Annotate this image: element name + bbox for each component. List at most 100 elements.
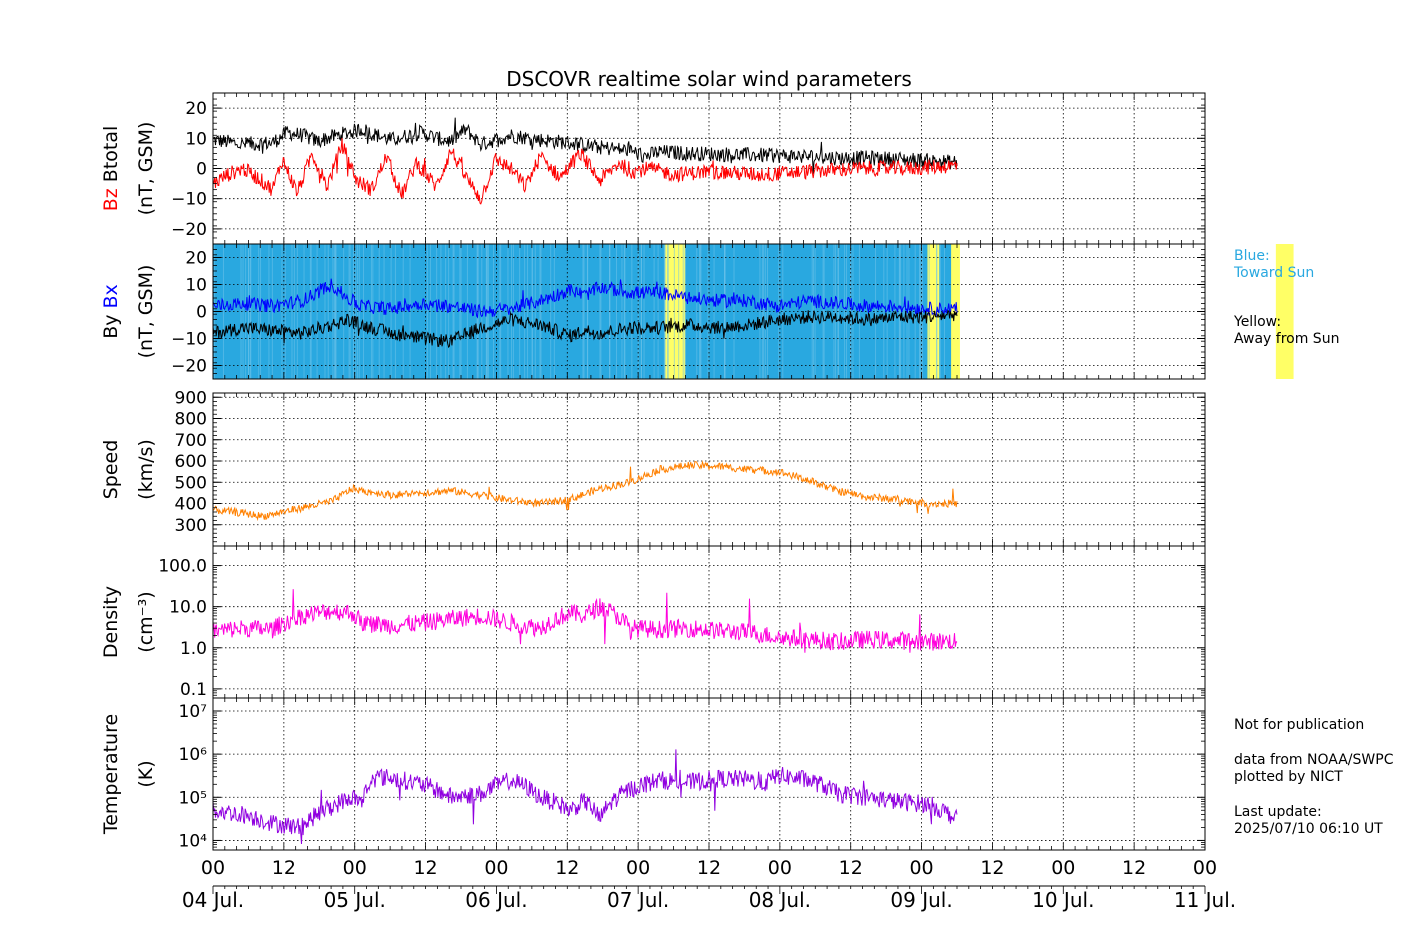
y-tick-label: 10⁴ xyxy=(179,831,208,851)
series-temperature-line xyxy=(213,749,958,845)
x-tick-label-hour: 00 xyxy=(1193,857,1217,879)
sector-stripe xyxy=(242,244,244,379)
series-btotal-line xyxy=(213,117,958,174)
x-day-label: 10 Jul. xyxy=(1032,888,1094,912)
sector-stripe xyxy=(631,244,633,379)
sector-stripe xyxy=(900,244,902,379)
y-tick-label: −20 xyxy=(171,220,207,240)
y-tick-label: 10 xyxy=(185,129,207,149)
x-tick-label-hour: 12 xyxy=(1122,857,1146,879)
x-tick-label-hour: 00 xyxy=(1051,857,1075,879)
series-speed-line xyxy=(213,460,958,522)
plotted-by-note: plotted by NICT xyxy=(1234,769,1343,785)
sector-stripe xyxy=(534,244,536,379)
y-tick-label: 10⁷ xyxy=(179,702,208,722)
y-axis-label: (km/s) xyxy=(135,439,157,500)
sector-stripe xyxy=(908,244,910,379)
not-for-publication-note: Not for publication xyxy=(1234,717,1365,733)
y-tick-label: 10.0 xyxy=(169,598,207,618)
y-axis-label: (nT, GSM) xyxy=(135,265,157,359)
y-tick-label: 10 xyxy=(185,276,207,296)
sector-stripe xyxy=(459,244,461,379)
sector-stripe xyxy=(519,244,521,379)
sector-stripe xyxy=(324,244,326,379)
x-day-label: 05 Jul. xyxy=(324,888,386,912)
x-tick-label-hour: 00 xyxy=(909,857,933,879)
sector-stripe xyxy=(782,244,784,379)
sector-stripe xyxy=(599,244,601,379)
x-tick-label-hour: 12 xyxy=(839,857,863,879)
y-tick-label: −20 xyxy=(171,357,207,377)
series-bx-line xyxy=(213,278,958,319)
sector-stripe xyxy=(600,244,602,379)
sector-stripe xyxy=(682,244,684,379)
y-tick-label: 0 xyxy=(196,303,207,323)
y-axis-label: Speed xyxy=(100,440,122,500)
y-axis-label: (cm⁻³) xyxy=(135,591,157,652)
sector-stripe xyxy=(898,244,900,379)
x-tick-label-hour: 12 xyxy=(697,857,721,879)
panel-4: 10⁴ 10⁵ 10⁶ 10⁷ Temperature (K) xyxy=(100,697,1206,851)
sector-stripe xyxy=(258,244,260,379)
sector-stripe xyxy=(440,244,442,379)
sector-stripe xyxy=(332,244,334,379)
sector-stripe xyxy=(334,244,336,379)
sector-stripe xyxy=(334,244,336,379)
sector-stripe xyxy=(260,244,262,379)
x-day-label: 07 Jul. xyxy=(607,888,669,912)
sector-stripe xyxy=(886,244,888,379)
x-tick-label-hour: 00 xyxy=(768,857,792,879)
y-tick-label: 500 xyxy=(175,473,207,493)
x-tick-label-hour: 12 xyxy=(555,857,579,879)
x-day-label: 08 Jul. xyxy=(749,888,811,912)
y-tick-label: −10 xyxy=(171,190,207,210)
sector-stripe xyxy=(623,244,625,379)
sector-stripe xyxy=(540,244,542,379)
sector-stripe xyxy=(903,244,905,379)
legend-yellow-label: Yellow: xyxy=(1234,314,1282,330)
sector-stripe xyxy=(250,244,252,379)
legend-yellow-desc: Away from Sun xyxy=(1234,331,1340,347)
sector-stripe xyxy=(248,244,250,379)
sector-stripe xyxy=(426,244,428,379)
sector-stripe xyxy=(466,244,468,379)
sector-stripe xyxy=(271,244,273,379)
sector-stripe xyxy=(291,244,293,379)
x-tick-label-hour: 00 xyxy=(343,857,367,879)
legend-blue-desc: Toward Sun xyxy=(1234,265,1315,281)
sector-stripe xyxy=(850,244,852,379)
x-day-label: 04 Jul. xyxy=(182,888,244,912)
sector-stripe xyxy=(844,244,846,379)
sector-stripe xyxy=(823,244,825,379)
sector-stripe xyxy=(524,244,526,379)
panel-3: 0.1 1.0 10.0 100.0 Density (cm⁻³) xyxy=(100,545,1206,700)
x-tick-label-hour: 12 xyxy=(413,857,437,879)
sector-stripe xyxy=(811,244,813,379)
x-day-label: 09 Jul. xyxy=(890,888,952,912)
sector-stripe xyxy=(582,244,584,379)
sector-stripe xyxy=(875,244,877,379)
sector-stripe xyxy=(390,244,392,379)
sector-stripe xyxy=(667,244,669,379)
sector-stripe xyxy=(700,244,702,379)
sector-stripe xyxy=(616,244,618,379)
shading-band xyxy=(664,244,686,379)
sector-stripe xyxy=(939,244,941,379)
sector-stripe xyxy=(667,244,669,379)
last-update-value: 2025/07/10 06:10 UT xyxy=(1234,821,1383,837)
sector-stripe xyxy=(698,244,700,379)
series-density-line xyxy=(213,589,958,653)
sector-stripe xyxy=(696,244,698,379)
sector-stripe xyxy=(894,244,896,379)
sector-stripe xyxy=(310,244,312,379)
sector-stripe xyxy=(883,244,885,379)
sector-stripe xyxy=(358,244,360,379)
sector-stripe xyxy=(500,244,502,379)
y-tick-label: 800 xyxy=(175,410,207,430)
sector-stripe xyxy=(303,244,305,379)
sector-stripe xyxy=(511,244,513,379)
y-axis-label: (K) xyxy=(135,760,157,787)
sector-stripe xyxy=(624,244,626,379)
